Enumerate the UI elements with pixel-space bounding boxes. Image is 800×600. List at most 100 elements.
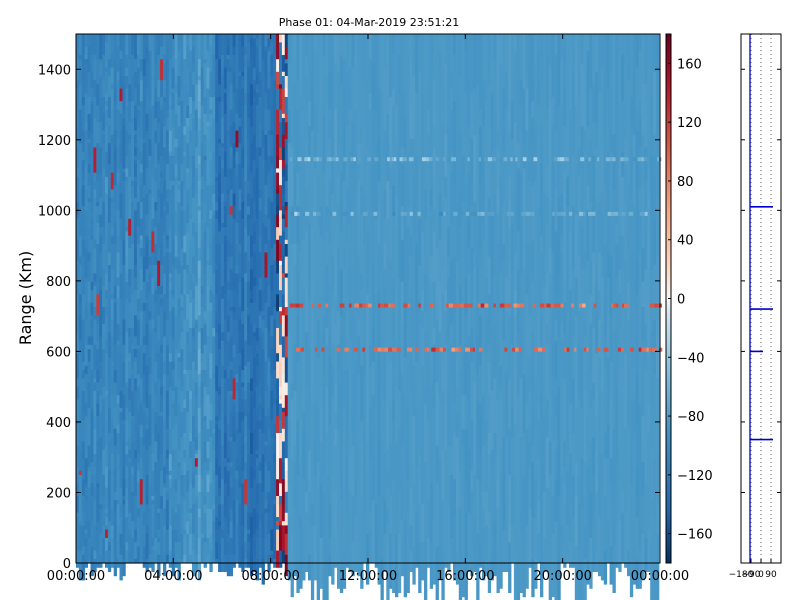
heatmap-cell (183, 84, 187, 106)
heatmap-cell (406, 374, 410, 409)
heatmap-cell (339, 172, 344, 232)
heatmap-cell (276, 214, 280, 228)
heatmap-cell (421, 290, 425, 312)
heatmap-cell (279, 395, 283, 400)
heatmap-cell (624, 101, 628, 140)
heatmap-cell (522, 269, 526, 295)
heatmap-cell (554, 378, 558, 396)
heatmap-cell (397, 475, 402, 493)
heatmap-cell (194, 269, 199, 283)
heatmap-cell (583, 525, 587, 560)
heatmap-cell (493, 147, 497, 194)
x-tick-label: 20:00:00 (533, 569, 591, 584)
heatmap-cell (212, 336, 216, 354)
heatmap-cell (331, 458, 335, 476)
heatmap-cell (656, 256, 660, 320)
heatmap-cell (551, 407, 555, 442)
heatmap-cell (635, 559, 639, 589)
heatmap-cell (87, 227, 91, 236)
heatmap-cell (531, 80, 535, 102)
heatmap-cell (110, 525, 115, 539)
heatmap-cell (128, 197, 132, 220)
heatmap-cell (516, 491, 521, 535)
heatmap-cell (215, 437, 219, 459)
heatmap-cell (516, 559, 521, 600)
heatmap-cell (192, 533, 196, 551)
colorbar-cell (666, 521, 671, 526)
heatmap-cell (186, 319, 190, 329)
heatmap-cell (180, 533, 184, 560)
heatmap-cell (232, 441, 236, 463)
heatmap-cell (624, 428, 628, 459)
colorbar-cell (666, 139, 671, 144)
heatmap-cell (165, 529, 170, 556)
heatmap-cell (136, 546, 141, 564)
heatmap-cell (189, 97, 193, 115)
band-cell (532, 303, 536, 308)
heatmap-cell (392, 214, 396, 278)
heatmap-cell (229, 370, 233, 392)
heatmap-cell (447, 277, 451, 341)
heatmap-cell (276, 353, 280, 362)
heatmap-cell (426, 420, 431, 442)
heatmap-cell (482, 126, 486, 157)
heatmap-cell (238, 466, 242, 484)
heatmap-cell (119, 517, 123, 526)
heatmap-cell (281, 134, 286, 148)
heatmap-cell (232, 462, 236, 480)
heatmap-cell (215, 181, 219, 186)
heatmap-cell (87, 172, 91, 186)
band-cell (552, 211, 555, 216)
heatmap-cell (255, 420, 260, 425)
heatmap-cell (252, 391, 257, 409)
heatmap-cell (206, 357, 210, 375)
heatmap-cell (583, 76, 587, 115)
heatmap-cell (134, 542, 138, 560)
heatmap-cell (540, 88, 544, 127)
heatmap-cell (279, 122, 283, 148)
heatmap-cell (421, 55, 425, 98)
heatmap-cell (203, 273, 207, 278)
heatmap-cell (284, 139, 289, 165)
heatmap-cell (215, 559, 219, 564)
heatmap-cell (334, 491, 338, 539)
heatmap-cell (145, 134, 149, 152)
heatmap-cell (113, 428, 117, 446)
heatmap-cell (632, 134, 637, 161)
heatmap-cell (238, 76, 242, 102)
heatmap-cell (389, 260, 393, 308)
heatmap-cell (302, 479, 306, 514)
heatmap-cell (252, 97, 257, 102)
colorbar-cell (666, 463, 671, 467)
heatmap-cell (87, 252, 91, 262)
heatmap-cell (145, 130, 149, 136)
heatmap-cell (194, 168, 199, 194)
heatmap-cell (484, 80, 489, 102)
heatmap-cell (566, 454, 570, 472)
heatmap-cell (84, 496, 88, 501)
heatmap-cell (621, 235, 625, 270)
heatmap-cell (479, 365, 483, 404)
heatmap-cell (212, 273, 216, 295)
heatmap-cell (90, 344, 94, 371)
heatmap-cell (113, 34, 117, 60)
heatmap-cell (296, 206, 300, 245)
heatmap-cell (93, 319, 97, 346)
heatmap-cell (160, 109, 164, 123)
heatmap-cell (415, 512, 419, 568)
heatmap-cell (595, 122, 599, 148)
heatmap-cell (168, 248, 173, 253)
colorbar-cell (666, 260, 671, 264)
heatmap-cell (238, 223, 242, 245)
heatmap-cell (482, 491, 486, 509)
heatmap-cell (418, 504, 422, 543)
heatmap-cell (374, 454, 378, 505)
heatmap-cell (287, 483, 291, 518)
heatmap-cell (168, 454, 173, 472)
heatmap-cell (650, 538, 654, 600)
heatmap-cell (522, 143, 526, 169)
heatmap-cell (194, 458, 199, 467)
heatmap-cell (476, 134, 480, 194)
heatmap-cell (218, 34, 222, 60)
heatmap-cell (99, 458, 103, 476)
